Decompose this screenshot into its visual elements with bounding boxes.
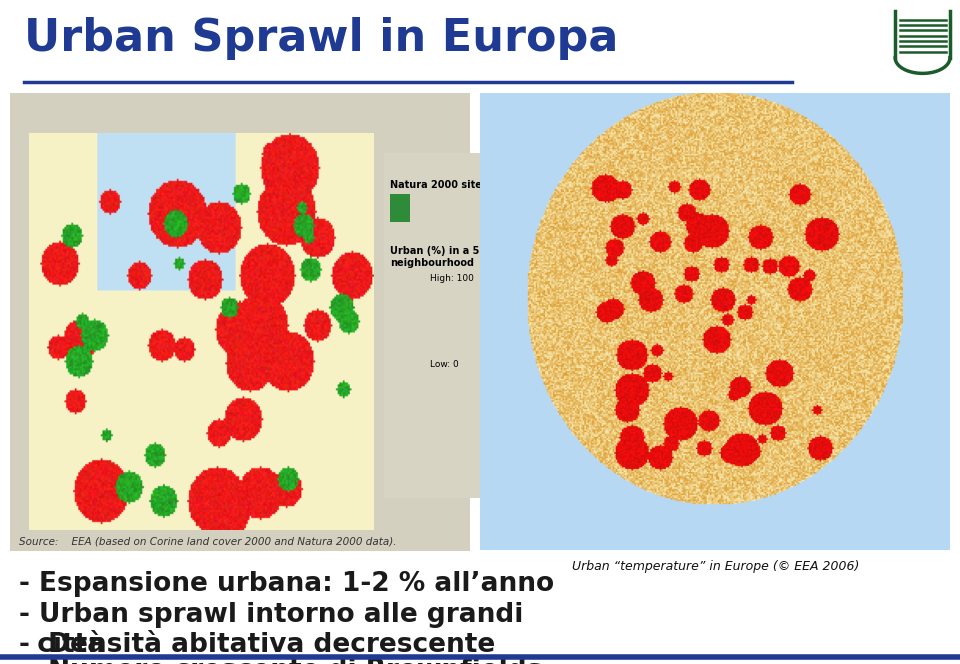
Text: -  Numero crescente di Brownfields: - Numero crescente di Brownfields	[19, 659, 542, 664]
Text: Low: 0: Low: 0	[430, 360, 459, 369]
Text: Urban (%) in a 5 km
neighbourhood: Urban (%) in a 5 km neighbourhood	[390, 246, 499, 268]
Text: Urban Sprawl in Europa: Urban Sprawl in Europa	[25, 17, 619, 60]
Text: Natura 2000 sites: Natura 2000 sites	[390, 181, 488, 191]
Text: -  Densità abitativa decrescente: - Densità abitativa decrescente	[19, 632, 495, 659]
Text: - Urban sprawl intorno alle grandi
  città: - Urban sprawl intorno alle grandi città	[19, 602, 523, 658]
Text: Source:    EEA (based on Corine land cover 2000 and Natura 2000 data).: Source: EEA (based on Corine land cover …	[19, 536, 396, 546]
Bar	[390, 194, 411, 222]
Text: Urban “temperature” in Europe (© EEA 2006): Urban “temperature” in Europe (© EEA 200…	[571, 560, 859, 573]
Text: - Espansione urbana: 1-2 % all’anno: - Espansione urbana: 1-2 % all’anno	[19, 572, 554, 598]
Text: High: 100: High: 100	[430, 274, 474, 283]
